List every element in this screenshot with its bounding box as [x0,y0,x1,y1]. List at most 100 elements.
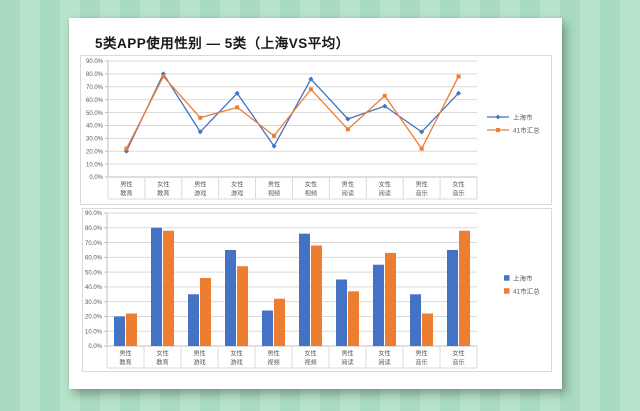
y-tick-label: 60.0% [86,98,104,104]
category-label: 女性游戏 [231,181,243,198]
category-label: 女性音乐 [452,181,464,198]
bar [274,298,285,346]
data-point [234,90,240,96]
bar [262,310,273,346]
y-tick-label: 80.0% [86,72,104,78]
y-tick-label: 40.0% [85,285,103,291]
y-tick-label: 90.0% [86,59,104,65]
data-point [345,127,350,132]
category-label: 女性教育 [156,350,168,367]
category-label: 男性教育 [119,350,131,367]
data-point [419,129,425,135]
gridlines [105,60,477,199]
legend-swatch [504,288,510,294]
legend: 上海市 41市汇总 [504,273,540,295]
legend-label: 41市汇总 [513,286,540,295]
data-point [161,74,166,79]
data-point [271,143,277,149]
category-label: 男性游戏 [193,350,205,367]
category-label: 男性音乐 [415,350,427,367]
data-point [456,90,462,96]
category-label: 女性教育 [157,181,169,198]
y-tick-label: 40.0% [86,124,104,130]
line-chart: 0.0% 10.0% 20.0% 30.0% 40.0% 50.0% 60.0% 70.0% 8… [86,59,540,200]
y-tick-label: 50.0% [86,111,104,117]
bar [385,252,396,346]
data-point [308,87,313,92]
bar-chart-panel: 0.0% 10.0% 20.0% 30.0% 40.0% 50.0% 60.0% 70.0% 8… [82,208,552,372]
category-label: 女性视频 [305,181,317,198]
y-tick-label: 20.0% [85,315,103,321]
y-axis-labels: 0.0% 10.0% 20.0% 30.0% 40.0% 50.0% 60.0% 70.0% 8… [85,211,103,350]
bar [151,227,162,346]
series-41市汇总 [126,230,470,346]
bar [237,266,248,346]
legend-label: 41市汇总 [513,125,540,134]
bar [200,278,211,346]
legend-marker [496,128,500,132]
bar [225,249,236,346]
bar-chart: 0.0% 10.0% 20.0% 30.0% 40.0% 50.0% 60.0% 70.0% 8… [85,211,540,369]
category-labels: 男性教育 女性教育 男性游戏 女性游戏 男性视频 女性视频 男性阅读 女性阅读 男性音乐 女性音乐 [106,346,478,369]
data-point [456,74,461,79]
data-point [419,146,424,151]
bar [410,294,421,346]
line-chart-panel: 0.0% 10.0% 20.0% 30.0% 40.0% 50.0% 60.0% 70.0% 8… [80,55,552,205]
category-label: 男性教育 [120,181,132,198]
bar [459,230,470,346]
bar [422,313,433,346]
category-label: 女性音乐 [452,350,464,367]
bar [163,230,174,346]
y-axis-labels: 0.0% 10.0% 20.0% 30.0% 40.0% 50.0% 60.0% 70.0% 8… [86,59,104,181]
category-label: 女性阅读 [379,181,391,198]
data-point [272,133,277,138]
y-tick-label: 30.0% [86,137,104,143]
bar [348,291,359,346]
y-tick-label: 70.0% [85,241,103,247]
category-label: 男性阅读 [342,181,354,198]
bar [114,316,125,346]
bar [311,245,322,346]
category-label: 男性阅读 [341,350,353,367]
data-point [124,146,129,151]
y-tick-label: 10.0% [86,162,104,168]
category-label: 男性音乐 [415,181,427,198]
category-label: 女性游戏 [230,350,242,367]
series-上海市 [114,227,458,346]
bar [188,294,199,346]
data-point [345,116,351,122]
y-tick-label: 30.0% [85,300,103,306]
category-label: 男性游戏 [194,181,206,198]
category-labels: 男性教育 女性教育 男性游戏 女性游戏 男性视频 女性视频 男性阅读 女性阅读 男性音乐 女性音乐 [107,177,478,200]
y-tick-label: 0.0% [89,175,103,181]
y-tick-label: 20.0% [86,149,104,155]
y-tick-label: 10.0% [85,329,103,335]
y-tick-label: 90.0% [85,211,103,217]
series-41市汇总 [124,74,461,151]
category-label: 男性视频 [268,181,280,198]
bar [299,233,310,346]
y-tick-label: 60.0% [85,256,103,262]
bar [373,264,384,346]
data-point [198,115,203,120]
bar [126,313,137,346]
data-point [308,76,314,82]
legend-label: 上海市 [513,112,533,121]
y-tick-label: 80.0% [85,226,103,232]
category-label: 男性视频 [267,350,279,367]
y-tick-label: 70.0% [86,85,104,91]
category-label: 女性阅读 [378,350,390,367]
legend-swatch [504,275,510,281]
legend-marker [495,114,501,120]
data-point [197,129,203,135]
legend: 上海市 41市汇总 [487,112,540,134]
page-title: 5类APP使用性别 — 5类（上海VS平均） [95,36,350,51]
y-tick-label: 0.0% [88,344,102,350]
data-point [382,103,388,109]
legend-label: 上海市 [513,273,533,282]
data-point [382,93,387,98]
category-label: 女性视频 [304,350,316,367]
bar [336,279,347,346]
chart-card: 5类APP使用性别 — 5类（上海VS平均） 0.0% 10.0% 20.0% 30.… [69,18,562,389]
y-tick-label: 50.0% [85,270,103,276]
